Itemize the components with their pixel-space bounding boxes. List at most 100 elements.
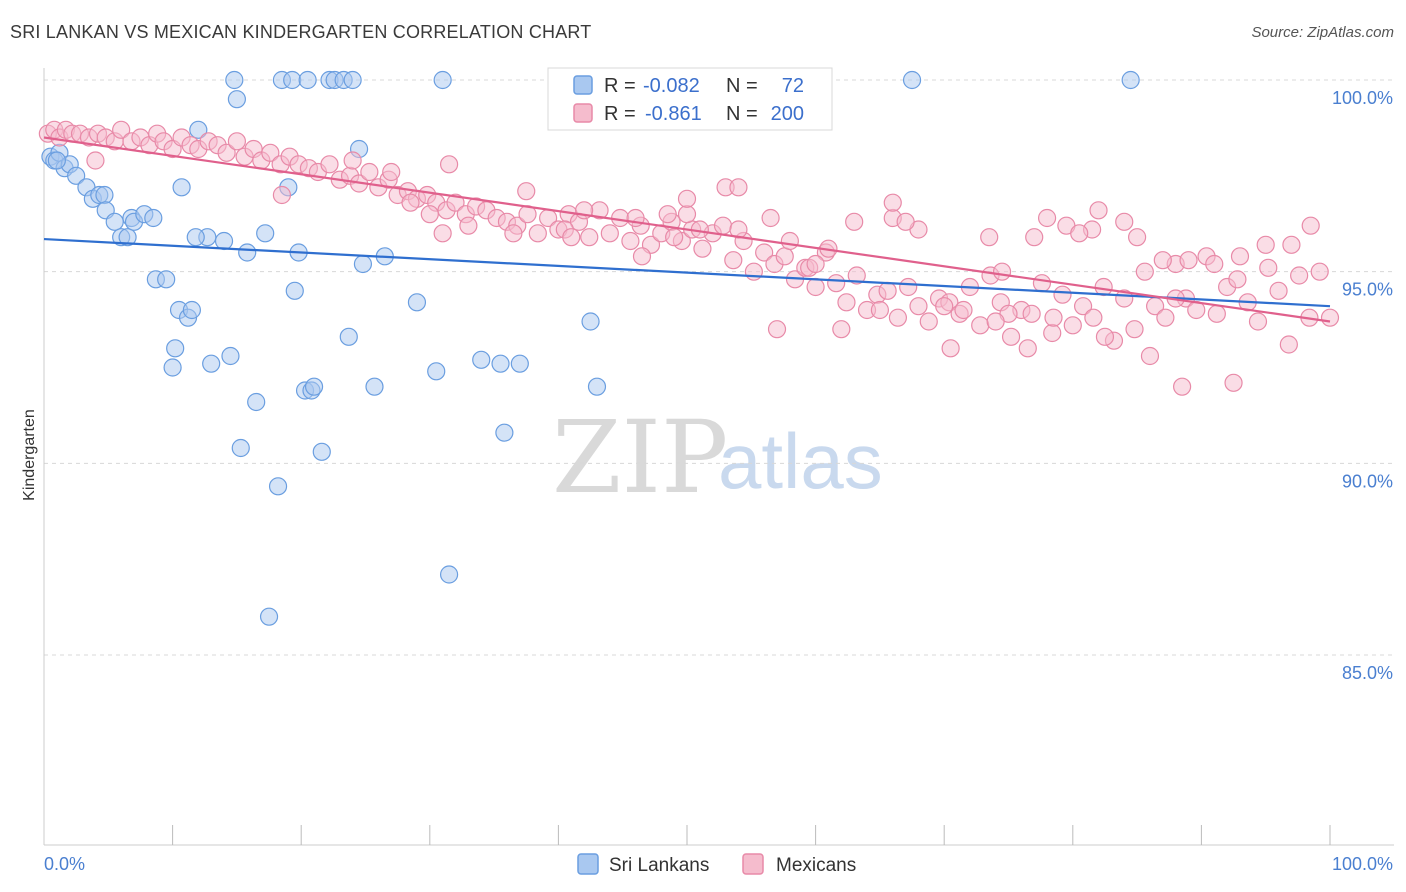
sri-lankans-point-71 xyxy=(186,228,205,247)
sri-lankans-point-64 xyxy=(581,312,600,331)
mexicans-point-10 xyxy=(112,120,131,139)
sri-lankans-point-34 xyxy=(247,392,266,412)
watermark-zip: ZIP xyxy=(552,399,728,516)
mexicans-point-100 xyxy=(1001,327,1021,346)
sri-lankans-point-30 xyxy=(221,346,240,366)
watermark: ZIP atlas xyxy=(552,399,883,516)
mexicans-point-171 xyxy=(1115,212,1134,231)
sri-lankans-point-70 xyxy=(47,151,66,170)
mexicans-point-132 xyxy=(86,151,105,170)
sri-lankans-point-5 xyxy=(67,166,86,185)
mexicans-point-194 xyxy=(729,178,748,197)
mexicans-point-197 xyxy=(806,254,825,274)
mexicans-point-73 xyxy=(724,251,743,270)
mexicans-point-130 xyxy=(1310,262,1329,281)
mexicans-point-183 xyxy=(1044,308,1063,327)
mexicans-point-131 xyxy=(1320,308,1340,327)
mexicans-point-174 xyxy=(1179,251,1198,270)
mexicans-point-164 xyxy=(980,228,999,247)
sri-lankans-point-26 xyxy=(189,120,208,139)
y-axis-label: Kindergarten xyxy=(21,409,38,501)
mexicans-point-78 xyxy=(775,247,794,266)
mexicans-point-191 xyxy=(832,320,851,339)
sri-lankans-point-50 xyxy=(343,70,362,90)
sri-lankans-point-51 xyxy=(339,327,358,346)
mexicans-point-142 xyxy=(517,182,536,201)
mexicans-point-46 xyxy=(446,193,465,212)
legend-swatch-mexicans xyxy=(742,853,764,875)
mexicans-point-75 xyxy=(744,262,763,281)
mexicans-point-115 xyxy=(1156,308,1175,327)
mexicans-point-195 xyxy=(677,189,697,208)
mexicans-trend-line xyxy=(43,136,1331,323)
mexicans-point-127 xyxy=(1279,335,1298,354)
legend-r-label-1: R = xyxy=(604,75,636,97)
sri-lankans-point-58 xyxy=(433,70,452,90)
mexicans-point-59 xyxy=(580,228,599,247)
sri-lankans-point-25 xyxy=(172,178,191,197)
sri-lankans-point-33 xyxy=(238,243,257,262)
mexicans-point-158 xyxy=(845,212,864,231)
mexicans-point-106 xyxy=(1063,316,1082,335)
mexicans-point-186 xyxy=(1140,346,1160,366)
mexicans-point-182 xyxy=(1018,339,1037,358)
mexicans-point-81 xyxy=(806,277,825,297)
mexicans-point-167 xyxy=(1037,208,1057,228)
mexicans-point-179 xyxy=(1301,216,1320,235)
mexicans-point-184 xyxy=(1070,224,1089,243)
sri-lankans-point-45 xyxy=(304,377,324,396)
sri-lankans-point-67 xyxy=(1121,70,1140,90)
legend-label-mexicans: Mexicans xyxy=(776,855,856,876)
mexicans-point-139 xyxy=(433,224,452,243)
axes xyxy=(43,68,1394,846)
mexicans-point-92 xyxy=(919,312,938,331)
mexicans-point-134 xyxy=(343,151,362,170)
sri-lankans-point-37 xyxy=(268,477,288,496)
x-tick-label-0: 0.0% xyxy=(44,854,85,874)
sri-lankans-point-59 xyxy=(439,565,459,584)
mexicans-point-190 xyxy=(767,320,787,339)
mexicans-point-84 xyxy=(837,293,856,312)
tick-labels: 100.0% 95.0% 90.0% 85.0% 0.0% 100.0% xyxy=(44,88,1393,874)
legend-series: Sri Lankans Mexicans xyxy=(577,853,856,876)
legend-stats: R = -0.082 N = 72 R = -0.861 N = 200 xyxy=(547,67,833,131)
sri-lankans-point-69 xyxy=(298,70,317,90)
mexicans-point-37 xyxy=(360,162,379,182)
mexicans-point-154 xyxy=(761,208,780,228)
mexicans-point-138 xyxy=(420,205,439,224)
mexicans-point-175 xyxy=(1205,254,1224,274)
mexicans-point-91 xyxy=(909,297,928,316)
mexicans-point-90 xyxy=(899,277,918,297)
sri-lankans-point-46 xyxy=(312,442,331,461)
mexicans-point-135 xyxy=(382,162,401,182)
sri-lankans-point-54 xyxy=(365,377,384,396)
mexicans-point-192 xyxy=(986,312,1005,331)
mexicans-point-70 xyxy=(693,239,712,258)
legend-swatch-blue xyxy=(573,75,593,95)
mexicans-point-177 xyxy=(1256,235,1275,254)
sri-lankans-point-9 xyxy=(95,185,114,205)
mexicans-point-83 xyxy=(827,274,846,293)
legend-r-value-2: -0.861 xyxy=(645,103,702,125)
mexicans-point-170 xyxy=(1089,201,1108,220)
series-sri-lankans-points xyxy=(41,70,1140,626)
sri-lankans-point-66 xyxy=(902,70,922,90)
sri-lankans-point-31 xyxy=(227,90,246,109)
y-tick-label-2: 90.0% xyxy=(1342,471,1393,491)
mexicans-point-126 xyxy=(1269,281,1288,300)
mexicans-point-188 xyxy=(1224,373,1243,392)
mexicans-point-22 xyxy=(217,143,236,162)
legend-n-label-2: N = xyxy=(726,103,758,125)
mexicans-point-147 xyxy=(632,247,652,266)
mexicans-point-136 xyxy=(401,193,420,212)
mexicans-point-120 xyxy=(1207,304,1226,323)
mexicans-point-162 xyxy=(935,297,954,316)
sri-lankans-point-13 xyxy=(118,228,137,247)
legend-swatch-sri-lankans xyxy=(577,853,599,875)
sri-lankans-point-24 xyxy=(182,300,201,320)
mexicans-point-124 xyxy=(1248,312,1268,331)
mexicans-point-85 xyxy=(847,266,866,285)
mexicans-point-107 xyxy=(1073,297,1093,316)
mexicans-point-141 xyxy=(504,224,523,243)
